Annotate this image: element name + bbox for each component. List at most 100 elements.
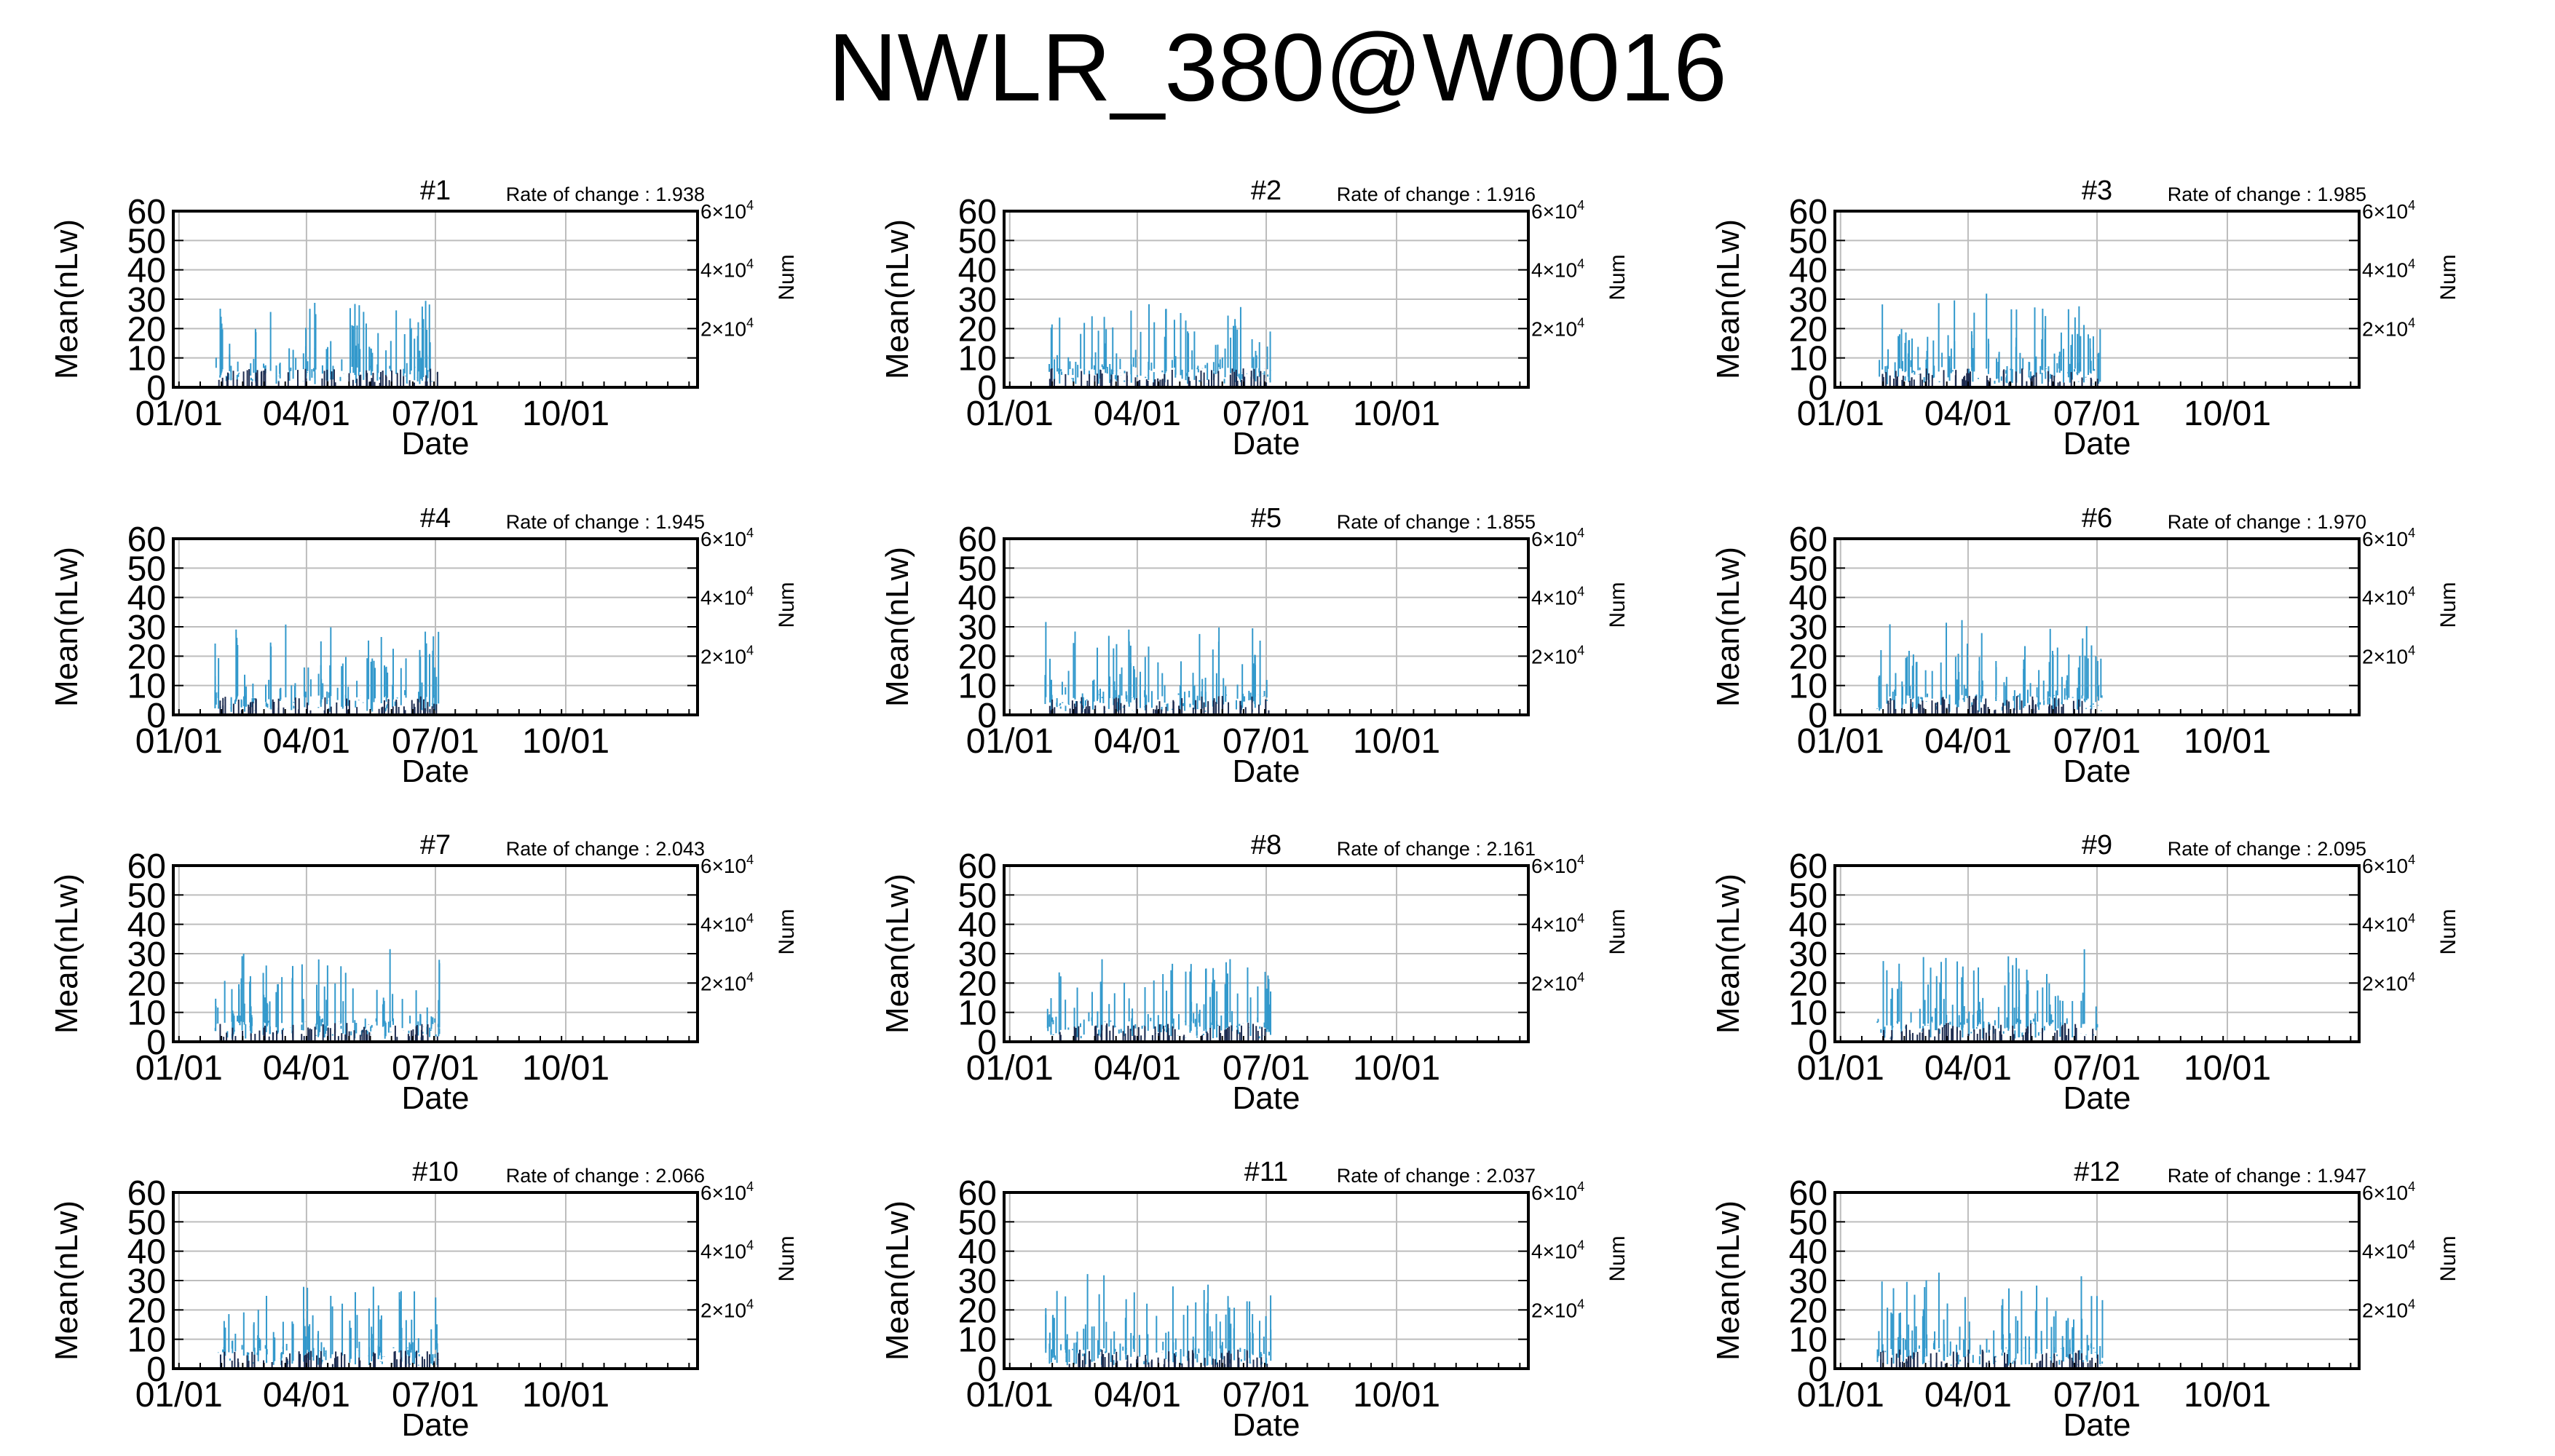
y-tick-label: 30: [1789, 281, 1828, 320]
y-tick-label: 30: [127, 281, 166, 320]
y-tick-label: 30: [1789, 1262, 1828, 1301]
y-tick-label: 0: [1808, 369, 1828, 408]
y-tick-label: 20: [127, 638, 166, 676]
panel-title: #2: [1251, 175, 1282, 206]
y2-tick-label: 4×104: [2362, 585, 2415, 609]
x-tick-label: 01/01: [1797, 1376, 1884, 1415]
panel-title: #10: [412, 1157, 458, 1187]
rate-of-change-label: Rate of change : 2.066: [506, 1165, 705, 1187]
y-tick-label: 20: [1789, 310, 1828, 349]
y2-tick-label: 2×104: [700, 1297, 754, 1321]
y-tick-label: 20: [958, 965, 997, 1003]
y-tick-label: 30: [1789, 935, 1828, 974]
y2-tick-label: 6×104: [2362, 1179, 2415, 1204]
y-axis-label: Mean(nLw): [1710, 547, 1746, 707]
y2-axis-label: Num: [2436, 1235, 2460, 1281]
panel-title: #5: [1251, 503, 1282, 534]
panel-title: #12: [2074, 1157, 2120, 1187]
rate-of-change-label: Rate of change : 1.947: [2168, 1165, 2366, 1187]
y2-tick-label: 4×104: [1531, 257, 1584, 282]
y2-tick-label: 4×104: [2362, 911, 2415, 936]
y2-tick-label: 6×104: [700, 526, 754, 550]
y2-tick-label: 2×104: [1531, 315, 1584, 340]
y2-axis-label: Num: [1606, 1235, 1630, 1281]
x-tick-label: 01/01: [135, 1376, 223, 1415]
y-tick-label: 50: [127, 550, 166, 588]
panel-title: #8: [1251, 830, 1282, 860]
x-tick-label: 10/01: [522, 722, 609, 761]
y-tick-label: 10: [127, 994, 166, 1033]
y2-tick-label: 4×104: [1531, 1238, 1584, 1263]
x-tick-label: 10/01: [2184, 395, 2271, 433]
y-tick-label: 30: [958, 281, 997, 320]
x-tick-label: 07/01: [1223, 1049, 1310, 1088]
x-tick-label: 01/01: [966, 722, 1054, 761]
y-tick-label: 50: [1789, 550, 1828, 588]
x-tick-label: 04/01: [1924, 1376, 2012, 1415]
x-axis-label: Date: [2064, 753, 2131, 789]
y-axis-label: Mean(nLw): [49, 1200, 84, 1361]
rate-of-change-label: Rate of change : 1.938: [506, 183, 705, 205]
y-tick-label: 20: [958, 310, 997, 349]
y-tick-label: 0: [1808, 1024, 1828, 1062]
y2-axis-label: Num: [775, 909, 799, 954]
y-tick-label: 40: [958, 1233, 997, 1272]
y2-axis-label: Num: [1606, 582, 1630, 628]
x-tick-label: 07/01: [1223, 722, 1310, 761]
panel-title: #6: [2082, 503, 2112, 534]
y-tick-label: 10: [1789, 994, 1828, 1033]
y-tick-label: 20: [127, 1291, 166, 1330]
x-axis-label: Date: [1233, 1407, 1300, 1443]
x-axis-label: Date: [1233, 426, 1300, 462]
y2-tick-label: 4×104: [2362, 1238, 2415, 1263]
x-tick-label: 04/01: [1094, 1376, 1181, 1415]
y-tick-label: 40: [127, 1233, 166, 1272]
y2-tick-label: 2×104: [1531, 643, 1584, 668]
y-tick-label: 0: [146, 1350, 166, 1389]
y-axis-label: Mean(nLw): [49, 547, 84, 707]
x-tick-label: 01/01: [966, 395, 1054, 433]
y2-axis-label: Num: [1606, 254, 1630, 300]
x-tick-label: 07/01: [392, 1376, 479, 1415]
y2-tick-label: 4×104: [700, 911, 754, 936]
x-axis-label: Date: [402, 753, 470, 789]
y-tick-label: 60: [127, 521, 166, 559]
y-axis-label: Mean(nLw): [49, 874, 84, 1034]
x-tick-label: 07/01: [2053, 395, 2141, 433]
y-tick-label: 60: [1789, 193, 1828, 232]
y2-axis-label: Num: [775, 254, 799, 300]
y2-tick-label: 6×104: [1531, 852, 1584, 877]
y-tick-label: 20: [127, 310, 166, 349]
y2-axis-label: Num: [2436, 909, 2460, 954]
y-tick-label: 40: [127, 252, 166, 290]
y-tick-label: 40: [1789, 579, 1828, 618]
y-tick-label: 30: [958, 1262, 997, 1301]
y2-tick-label: 6×104: [700, 852, 754, 877]
x-tick-label: 10/01: [2184, 722, 2271, 761]
panel-title: #3: [2082, 175, 2112, 206]
y2-tick-label: 4×104: [2362, 257, 2415, 282]
x-tick-label: 01/01: [966, 1049, 1054, 1088]
x-tick-label: 07/01: [2053, 1376, 2141, 1415]
y-axis-label: Mean(nLw): [880, 874, 915, 1034]
x-tick-label: 07/01: [392, 395, 479, 433]
y-tick-label: 60: [127, 193, 166, 232]
x-axis-label: Date: [2064, 1407, 2131, 1443]
x-axis-label: Date: [402, 1407, 470, 1443]
y-tick-label: 50: [127, 222, 166, 261]
x-tick-label: 04/01: [263, 1376, 350, 1415]
x-tick-label: 01/01: [135, 395, 223, 433]
x-tick-label: 01/01: [966, 1376, 1054, 1415]
y-tick-label: 60: [958, 521, 997, 559]
y-tick-label: 40: [127, 906, 166, 945]
y-tick-label: 10: [1789, 668, 1828, 706]
y-tick-label: 0: [977, 369, 997, 408]
y-tick-label: 40: [958, 906, 997, 945]
y-tick-label: 0: [1808, 1350, 1828, 1389]
x-axis-label: Date: [2064, 426, 2131, 462]
x-tick-label: 04/01: [1924, 722, 2012, 761]
